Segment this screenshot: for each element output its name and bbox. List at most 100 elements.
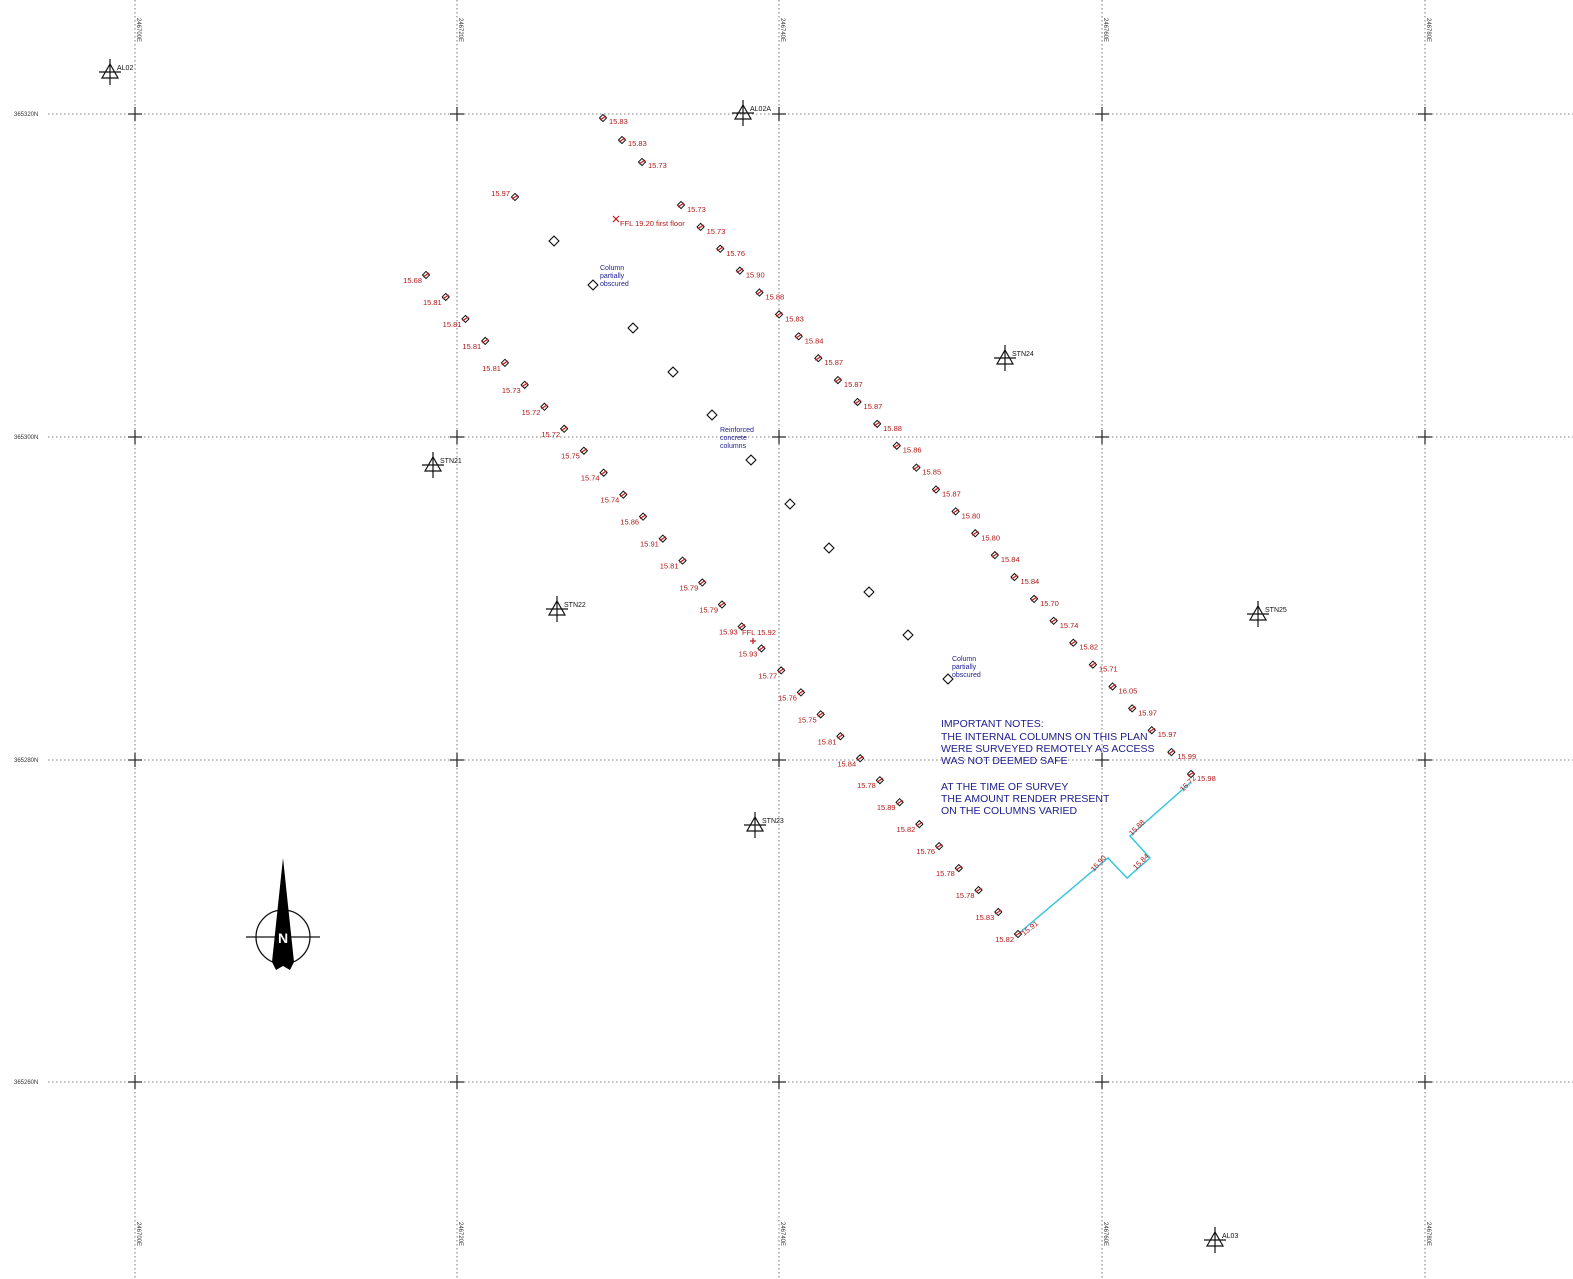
level-point: 15.91 — [640, 534, 668, 549]
survey-station: AL02A — [732, 100, 771, 126]
level-label: 15.76 — [916, 847, 935, 856]
level-point: 15.87 — [853, 397, 883, 411]
note-line-1: IMPORTANT NOTES: — [941, 718, 1044, 730]
level-point: 15.83 — [774, 310, 804, 323]
note-line-3: WERE SURVEYED REMOTELY AS ACCESS — [941, 743, 1155, 755]
survey-station: STN25 — [1247, 601, 1287, 627]
level-point: 15.84 — [1010, 572, 1039, 586]
station-label: AL03 — [1222, 1233, 1238, 1240]
level-point: 15.93 — [719, 622, 746, 636]
level-label: 15.81 — [818, 737, 837, 746]
level-point: 16.05 — [1108, 682, 1137, 695]
level-label: 15.78 — [956, 891, 975, 900]
level-label: 15.76 — [726, 249, 745, 258]
level-point: 15.97 — [1147, 725, 1177, 739]
level-point: 15.86 — [892, 441, 922, 455]
column-note-2-line-2: concrete — [720, 435, 747, 442]
column-marker — [823, 542, 835, 554]
level-point: 15.90 — [735, 266, 765, 280]
level-point: 15.85 — [912, 463, 941, 477]
level-label: 15.72 — [541, 430, 560, 439]
level-label: 15.77 — [758, 671, 777, 680]
level-point: 15.81 — [443, 314, 470, 329]
level-label: 15.83 — [785, 314, 804, 323]
level-label: 15.99 — [1177, 752, 1196, 761]
level-point: 15.70 — [1029, 594, 1059, 608]
survey-station: AL03 — [1204, 1227, 1238, 1253]
level-point: 15.88 — [872, 419, 902, 433]
level-point: 15.79 — [699, 600, 727, 615]
column-note-3-line-1: Column — [952, 656, 976, 663]
level-point: 15.97 — [1127, 704, 1157, 717]
grid-easting-label-bottom: 246780E — [1425, 1222, 1431, 1246]
level-label: 15.84 — [805, 336, 824, 345]
grid-easting-label-top: 246700E — [135, 18, 141, 42]
station-label: STN23 — [762, 818, 784, 825]
level-label: 15.70 — [1040, 599, 1059, 608]
level-point: 15.76 — [916, 841, 944, 856]
ffl-ground-floor: FFL 15.92 — [742, 628, 776, 644]
survey-stations: AL02 AL02A STN24 STN21 STN22 STN25 STN23 AL03 — [99, 59, 1287, 1253]
level-label: 15.83 — [975, 913, 994, 922]
level-point: 15.82 — [897, 819, 924, 834]
station-label: AL02 — [117, 65, 133, 72]
level-point: 15.84 — [794, 332, 824, 345]
note-line-7: THE AMOUNT RENDER PRESENT — [941, 793, 1110, 805]
level-point: 15.75 — [561, 446, 589, 461]
level-label: 15.87 — [864, 402, 883, 411]
ffl-ground-floor-label: FFL 15.92 — [742, 628, 776, 637]
level-label: 15.89 — [877, 803, 896, 812]
column-marker — [902, 629, 914, 641]
level-point: 15.88 — [755, 288, 784, 302]
level-point: 15.76 — [715, 244, 745, 258]
level-label: 15.87 — [824, 358, 843, 367]
level-label: 15.81 — [462, 342, 481, 351]
level-point: 15.78 — [936, 863, 964, 878]
level-label: 15.73 — [502, 386, 521, 395]
level-point: 15.80 — [970, 529, 1000, 542]
column-marker — [667, 366, 679, 378]
level-point: 15.84 — [990, 550, 1020, 564]
station-label: STN24 — [1012, 351, 1034, 358]
level-point: 15.72 — [522, 402, 549, 417]
grid-northing-label: 365260N — [14, 1080, 38, 1086]
level-label: 15.93 — [719, 627, 738, 636]
note-line-2: THE INTERNAL COLUMNS ON THIS PLAN — [941, 731, 1148, 743]
level-label: 15.68 — [403, 276, 422, 285]
level-label: 15.83 — [609, 117, 628, 126]
boundary-level-label: 15.72 — [1178, 774, 1198, 794]
level-label: 15.82 — [897, 825, 916, 834]
column-marker — [942, 673, 954, 685]
level-point: 15.97 — [491, 189, 520, 202]
grid-easting-label-top: 246720E — [457, 18, 463, 42]
level-label: 15.79 — [699, 606, 718, 615]
grid-easting-label-top: 246740E — [779, 18, 785, 42]
level-point: 15.73 — [696, 222, 725, 236]
level-label: 15.81 — [482, 364, 501, 373]
column-marker — [863, 586, 875, 598]
column-note-2-line-1: Reinforced — [720, 427, 754, 434]
level-label: 15.86 — [903, 446, 922, 455]
boundary-level-label: 15.88 — [1127, 818, 1147, 838]
level-label: 15.90 — [746, 271, 765, 280]
level-points: 15.68 15.81 15.81 15.81 15.81 15.73 15.72 15.72… — [403, 113, 1216, 944]
station-label: STN22 — [564, 602, 586, 609]
level-point: 15.82 — [1069, 638, 1098, 652]
column-note-3-line-3: obscured — [952, 672, 981, 679]
level-label: 15.73 — [687, 205, 706, 214]
level-label: 15.87 — [942, 490, 961, 499]
level-point: 15.73 — [502, 380, 529, 395]
level-label: 15.82 — [1079, 643, 1098, 652]
level-point: 15.84 — [837, 754, 865, 768]
level-label: 15.74 — [1060, 621, 1079, 630]
level-label: 15.85 — [922, 468, 941, 477]
level-label: 15.72 — [522, 408, 541, 417]
station-label: STN21 — [440, 458, 462, 465]
level-label: 15.98 — [1197, 774, 1216, 783]
survey-station: STN23 — [744, 812, 784, 838]
survey-station: AL02 — [99, 59, 133, 85]
level-point: 15.75 — [798, 710, 825, 724]
column-note-1: Column partially obscured — [600, 265, 629, 288]
grid-easting-label-bottom: 246760E — [1102, 1222, 1108, 1246]
